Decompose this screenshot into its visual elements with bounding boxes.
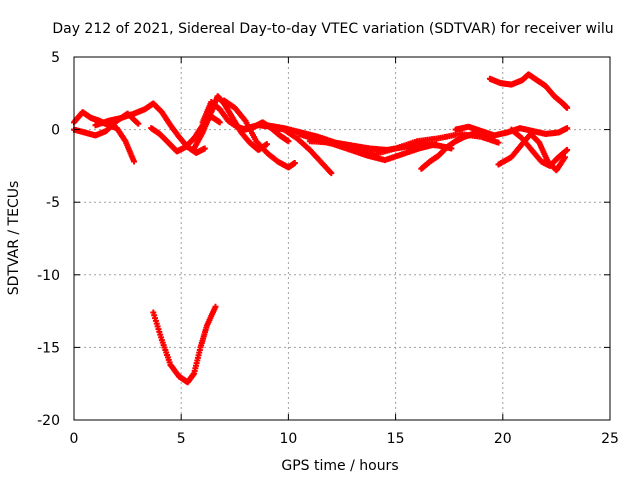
data-point — [291, 159, 298, 166]
x-tick-label: 25 — [601, 431, 619, 447]
x-axis-label: GPS time / hours — [281, 458, 398, 474]
x-tick-label: 20 — [494, 431, 512, 447]
x-tick-label: 15 — [387, 431, 405, 447]
y-tick-label: 0 — [51, 123, 60, 139]
data-point — [564, 104, 571, 111]
series-arc-5 — [150, 303, 219, 386]
y-tick-label: 5 — [51, 50, 60, 66]
data-point — [561, 154, 568, 161]
y-tick-label: -20 — [37, 413, 60, 429]
series-arc-4 — [148, 113, 223, 155]
y-tick-label: -10 — [37, 268, 60, 284]
data-point — [285, 138, 292, 145]
y-tick-label: -15 — [37, 340, 60, 356]
data-series — [71, 71, 571, 386]
data-point — [216, 119, 223, 126]
data-point — [328, 170, 335, 177]
data-point — [564, 146, 571, 153]
axis-ticks: 0 5 10 15 20 25 -20 -15 -10 -5 0 5 — [37, 50, 619, 447]
data-point — [135, 120, 142, 127]
y-tick-label: -5 — [46, 195, 60, 211]
x-tick-label: 0 — [70, 431, 79, 447]
series-arc-8 — [221, 97, 298, 171]
y-axis-label: SDTVAR / TECUs — [6, 181, 22, 296]
series-arc-15 — [486, 71, 571, 111]
data-point — [263, 141, 270, 148]
plot-area-frame — [73, 56, 611, 421]
chart-title: Day 212 of 2021, Sidereal Day-to-day VTE… — [52, 21, 613, 37]
data-point — [433, 141, 440, 148]
data-point — [495, 139, 502, 146]
data-point — [564, 125, 571, 132]
data-point — [212, 303, 219, 310]
series-arc-17 — [508, 126, 571, 169]
grid-lines — [74, 57, 610, 420]
x-tick-label: 10 — [279, 431, 297, 447]
data-point — [131, 158, 138, 165]
data-point — [201, 145, 208, 152]
x-tick-label: 5 — [177, 431, 186, 447]
